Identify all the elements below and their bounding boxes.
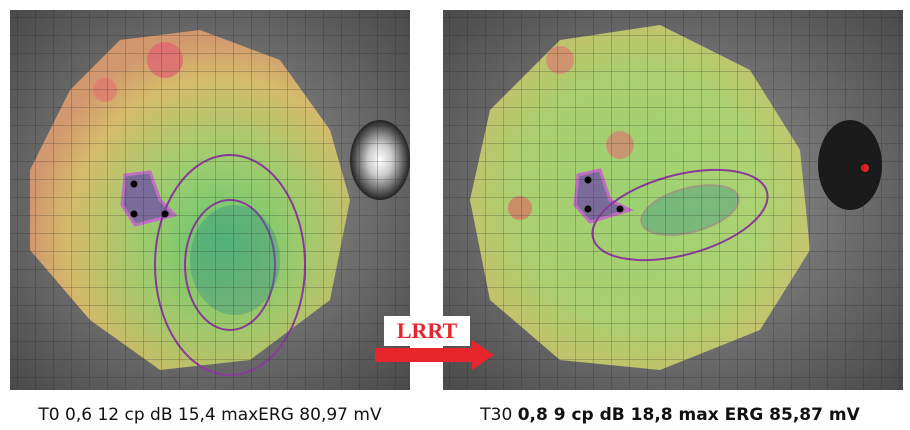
arrow-label: LRRT bbox=[397, 318, 458, 343]
panel-right bbox=[443, 10, 903, 390]
caption: T0 0,6 12 cp dB 15,4 maxERG 80,97 mV bbox=[37, 405, 382, 425]
caption: T30 0,8 9 cp dB 18,8 max ERG 85,87 mV bbox=[479, 405, 860, 425]
caption-prefix: T30 bbox=[479, 405, 512, 425]
figure: LRRT T0 0,6 12 cp dB 15,4 maxERG 80,97 m… bbox=[0, 0, 910, 430]
caption-bold: 0,8 9 cp dB 18,8 max ERG 85,87 mV bbox=[518, 405, 861, 425]
panel-left bbox=[10, 10, 410, 390]
